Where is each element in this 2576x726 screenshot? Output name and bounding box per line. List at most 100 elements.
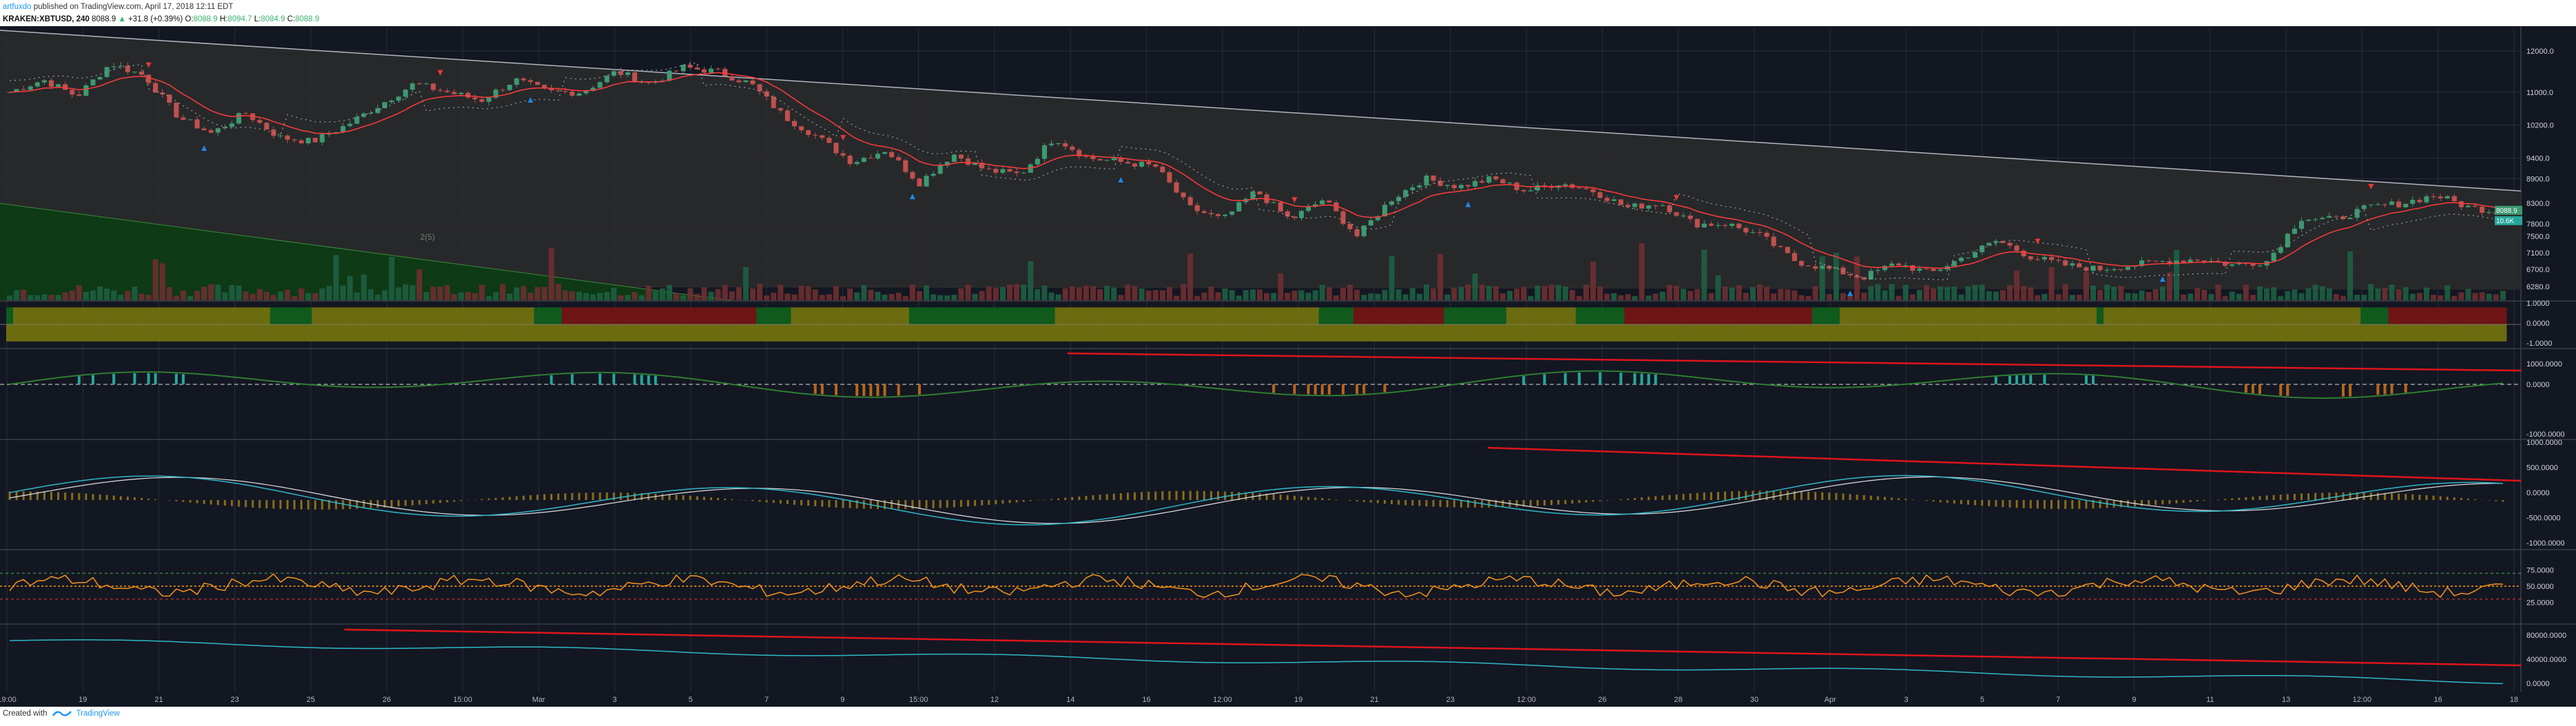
candle-body [1465,185,1471,187]
symbol-line: KRAKEN:XBTUSD, 240 8088.9 ▲ +31.8 (+0.39… [3,14,320,24]
candle-body [1528,190,1533,191]
volume-bar [1938,287,1944,300]
candle-body [1229,211,1235,215]
oscillator-olive [242,324,250,342]
candle-body [1194,205,1200,211]
macd-histogram-bar [2495,500,2497,501]
oscillator-olive [2409,324,2417,342]
candle-body [736,80,742,83]
tradingview-link[interactable]: TradingView [76,709,120,718]
volume-bar [118,295,124,300]
volume-bar [208,284,214,300]
wedge-line [0,203,731,301]
oscillator-upper [1652,307,1660,324]
volume-bar [708,291,714,300]
candle-body [903,160,908,172]
wave-histogram-bar [1647,373,1650,384]
macd-histogram-bar [932,500,935,508]
candle-body [340,126,346,132]
wave-histogram-bar [2383,384,2387,395]
oscillator-upper [2020,307,2028,324]
volume-bar [2083,272,2089,300]
macd-histogram-bar [1224,491,1227,500]
oscillator-upper [1103,307,1111,324]
panel2-tick: -1.0000 [2526,340,2552,348]
oscillator-olive [1478,324,1486,342]
oscillator-olive [1124,324,1132,342]
macd-histogram-bar [2279,495,2282,500]
oscillator-olive [346,324,354,342]
volume-bar [993,287,999,300]
oscillator-olive [277,324,284,342]
oscillator-upper [1020,307,1028,324]
volume-bar [1986,291,1992,300]
oscillator-olive [1485,324,1493,342]
candle-body [2389,201,2395,205]
oscillator-upper [1777,307,1785,324]
oscillator-upper [1874,307,1882,324]
candle-body [2292,228,2297,234]
oscillator-olive [568,324,577,342]
volume-bar [492,292,499,300]
oscillator-olive [978,324,986,342]
oscillator-olive [1097,324,1104,342]
oscillator-olive [1707,324,1715,342]
candle-body [1201,211,1207,214]
macd-histogram-bar [599,492,601,500]
oscillator-upper [687,307,694,324]
candle-body [1736,223,1742,229]
macd-histogram-bar [425,500,428,504]
oscillator-upper [1347,307,1354,324]
oscillator-upper [1457,307,1465,324]
oscillator-upper [2367,307,2375,324]
oscillator-upper [985,307,993,324]
oscillator-upper [1999,307,2007,324]
candle-body [2327,216,2332,218]
macd-histogram-bar [2224,499,2227,500]
volume-bar [514,287,520,300]
oscillator-upper [2124,307,2132,324]
volume-bar [1278,273,1284,300]
oscillator-upper [1395,307,1403,324]
candle-body [76,94,82,96]
oscillator-upper [811,307,820,324]
macd-histogram-bar [501,497,504,500]
main-price-tick: 8300.0 [2526,200,2550,208]
wave-histogram-bar [2390,384,2393,394]
sell-signal-arrow [1674,195,1679,201]
macd-histogram-bar [668,494,671,500]
candle-body [708,68,714,73]
candle-body [306,138,311,143]
candle-body [2431,196,2436,198]
oscillator-olive [1930,324,1938,342]
volume-bar [2194,288,2201,300]
oscillator-upper [1784,307,1791,324]
trailing-stop-line [9,62,2503,280]
oscillator-olive [172,324,180,342]
candle-body [958,154,964,159]
oscillator-upper [749,307,757,324]
oscillator-upper [54,307,63,324]
macd-histogram-bar [391,500,393,507]
x-tick-label: Mar [532,696,546,704]
macd-histogram-bar [1967,500,1969,505]
chart-canvas[interactable]: 19:00192123252615:00Mar357915:0012141612… [0,26,2576,707]
macd-histogram-bar [2022,500,2025,508]
oscillator-upper [2097,307,2104,324]
macd-histogram-bar [891,500,893,510]
wave-histogram-bar [855,384,859,396]
volume-bar [278,291,284,300]
oscillator-upper [2374,307,2382,324]
volume-bar [2076,294,2082,300]
oscillator-upper [311,307,320,324]
candle-body [2215,260,2221,262]
oscillator-olive [548,324,556,342]
macd-histogram-bar [689,495,692,500]
oscillator-upper [277,307,284,324]
wave-histogram-bar [640,375,643,384]
macd-histogram-bar [911,500,914,509]
oscillator-upper [1430,307,1437,324]
author-link[interactable]: artfuxdo [3,3,32,11]
macd-histogram-bar [1001,500,1004,504]
oscillator-olive [1165,324,1174,342]
